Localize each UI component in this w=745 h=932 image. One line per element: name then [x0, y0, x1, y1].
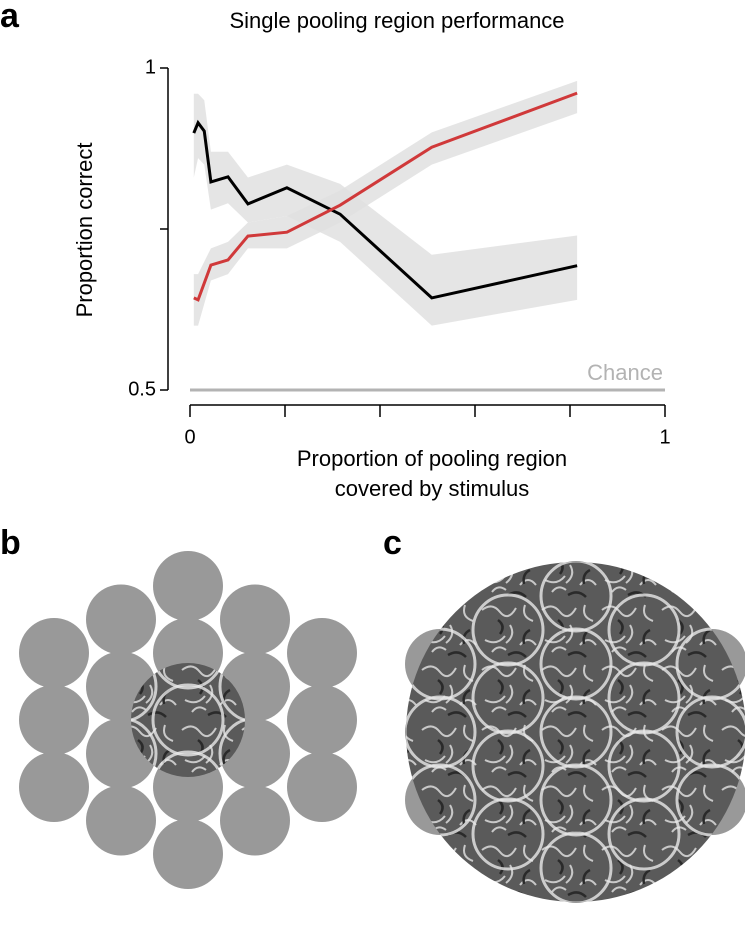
pooling-region	[287, 752, 357, 822]
region-outline	[151, 663, 225, 690]
error-band	[193, 80, 578, 326]
region-outline	[471, 593, 545, 667]
pooling-region	[287, 618, 357, 688]
region-outline	[539, 831, 613, 902]
region-outline	[607, 593, 681, 667]
chance-label: Chance	[587, 360, 663, 385]
x-tick-label: 1	[659, 426, 670, 448]
data-line	[192, 119, 578, 300]
y-tick-label: 0.5	[128, 378, 156, 400]
pooling-region	[153, 819, 223, 889]
data-line	[193, 91, 578, 302]
region-outline	[539, 562, 613, 633]
region-outline	[607, 729, 681, 803]
region-outline	[406, 695, 477, 769]
region-outline	[539, 627, 613, 701]
region-outline	[675, 695, 745, 769]
pooling-region	[19, 685, 89, 755]
region-outline	[131, 717, 158, 777]
panel-label: a	[0, 0, 20, 35]
region-outline	[539, 763, 613, 837]
chart-title: Single pooling region performance	[229, 8, 564, 33]
region-outline	[218, 663, 245, 723]
stimulus	[131, 663, 245, 777]
pooling-region	[220, 584, 290, 655]
pooling-region	[19, 752, 89, 822]
region-outline	[151, 750, 225, 777]
region-outlines	[131, 663, 245, 777]
x-axis-label: covered by stimulus	[335, 476, 529, 501]
region-outline	[471, 661, 545, 735]
pooling-region	[86, 785, 156, 856]
region-outline	[471, 797, 545, 871]
region-outline	[607, 797, 681, 871]
y-tick-label: 1	[145, 56, 156, 78]
pooling-diagram	[405, 561, 745, 903]
pooling-diagram	[19, 551, 357, 889]
pooling-region	[19, 618, 89, 688]
pooling-region	[86, 584, 156, 655]
region-outline	[471, 729, 545, 803]
region-outline	[218, 717, 245, 777]
pooling-region	[287, 685, 357, 755]
panel-label: c	[383, 524, 402, 562]
x-tick-label: 0	[184, 426, 195, 448]
error-band	[193, 93, 578, 326]
region-outline	[539, 695, 613, 769]
region-outline	[131, 663, 158, 723]
stimulus	[406, 562, 745, 902]
region-outline	[151, 683, 225, 757]
x-axis-label: Proportion of pooling region	[297, 446, 567, 471]
panel-label: b	[0, 524, 21, 562]
pooling-region	[220, 785, 290, 856]
pooling-region	[153, 551, 223, 621]
region-outline	[607, 661, 681, 735]
y-axis-label: Proportion correct	[72, 143, 97, 318]
